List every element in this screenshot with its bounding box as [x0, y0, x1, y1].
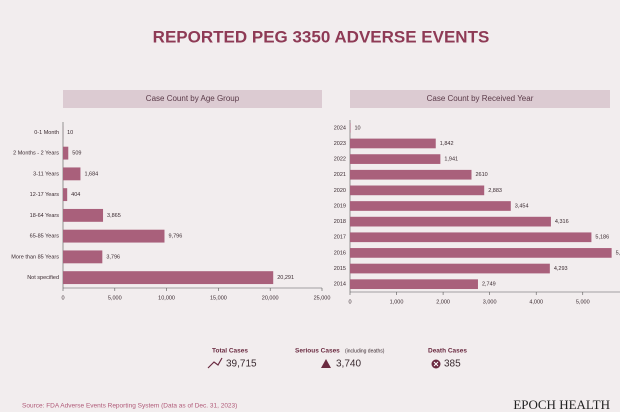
x-tick-label: 5,000 — [576, 299, 590, 305]
category-label: 2019 — [334, 203, 346, 209]
stat-label: Serious Cases — [295, 348, 340, 355]
category-label: 2018 — [334, 219, 346, 225]
category-label: More than 85 Years — [11, 254, 59, 260]
value-label: 20,291 — [277, 275, 294, 281]
bar — [63, 146, 69, 160]
bar — [350, 279, 478, 290]
x-tick-label: 0 — [61, 295, 64, 301]
bar — [63, 271, 274, 285]
stat-value: 3,740 — [336, 359, 361, 370]
trend-icon — [207, 357, 223, 369]
value-label: 5,186 — [595, 235, 609, 241]
value-label: 2610 — [476, 172, 488, 178]
value-label: 4,293 — [554, 266, 568, 272]
brand: EPOCH HEALTH — [513, 397, 610, 412]
value-label: 509 — [72, 151, 81, 157]
category-label: 2023 — [334, 141, 346, 147]
bar — [350, 185, 485, 196]
category-label: 2020 — [334, 188, 346, 194]
category-label: 2014 — [334, 282, 346, 288]
category-label: 2017 — [334, 235, 346, 241]
chart-header — [63, 90, 322, 108]
x-tick-label: 4,000 — [529, 299, 543, 305]
stat-label: Death Cases — [428, 348, 467, 355]
value-label: 1,842 — [440, 141, 454, 147]
category-label: 2015 — [334, 266, 346, 272]
value-label: 5,620 — [616, 250, 620, 256]
bar — [63, 250, 103, 264]
bar — [350, 248, 612, 258]
category-label: 18-64 Years — [30, 213, 60, 219]
value-label: 9,796 — [168, 234, 182, 240]
category-label: 12-17 Years — [30, 192, 60, 198]
category-label: 2024 — [334, 125, 346, 131]
x-tick-label: 20,000 — [262, 295, 279, 301]
x-tick-label: 25,000 — [314, 295, 331, 301]
bar — [350, 138, 436, 149]
chart-header — [350, 90, 610, 108]
chart-title: Case Count by Age Group — [146, 94, 240, 103]
value-label: 4,316 — [555, 219, 569, 225]
category-label: 3-11 Years — [33, 171, 59, 177]
value-label: 2,883 — [488, 188, 502, 194]
bar — [63, 167, 81, 181]
bar — [350, 154, 441, 164]
stat-value: 385 — [444, 359, 461, 370]
bar — [350, 201, 511, 211]
stat-label: Total Cases — [212, 348, 248, 355]
value-label: 3,865 — [107, 213, 121, 219]
value-label: 10 — [354, 125, 360, 131]
value-label: 1,941 — [444, 157, 458, 163]
value-label: 3,454 — [515, 203, 529, 209]
death-icon-x — [433, 361, 439, 367]
x-tick-label: 2,000 — [436, 299, 450, 305]
bar — [350, 169, 472, 180]
category-label: 2016 — [334, 250, 346, 256]
value-label: 2,749 — [482, 282, 496, 288]
value-label: 1,684 — [84, 171, 98, 177]
category-label: 2021 — [334, 172, 346, 178]
warning-icon — [321, 359, 331, 368]
category-label: 0-1 Month — [34, 130, 59, 136]
x-tick-label: 1,000 — [390, 299, 404, 305]
x-tick-label: 0 — [348, 299, 351, 305]
value-label: 3,796 — [106, 254, 120, 260]
category-label: 2022 — [334, 157, 346, 163]
category-label: Not specified — [27, 275, 59, 281]
category-label: 2 Months - 2 Years — [13, 151, 59, 157]
source: Source: FDA Adverse Events Reporting Sys… — [22, 403, 237, 410]
bar — [350, 263, 550, 274]
bar — [350, 216, 551, 227]
value-label: 404 — [71, 192, 80, 198]
x-tick-label: 10,000 — [158, 295, 175, 301]
x-tick-label: 5,000 — [108, 295, 122, 301]
page-title: REPORTED PEG 3350 ADVERSE EVENTS — [153, 27, 490, 46]
category-label: 65-85 Years — [30, 234, 60, 240]
bar — [63, 229, 165, 243]
chart-title: Case Count by Received Year — [427, 94, 534, 103]
bar — [63, 208, 104, 222]
x-tick-label: 15,000 — [210, 295, 227, 301]
value-label: 10 — [67, 130, 73, 136]
stat-note: (including deaths) — [345, 348, 385, 354]
x-tick-label: 3,000 — [483, 299, 497, 305]
bar — [350, 232, 592, 243]
bar — [63, 188, 68, 202]
stat-value: 39,715 — [226, 359, 257, 370]
